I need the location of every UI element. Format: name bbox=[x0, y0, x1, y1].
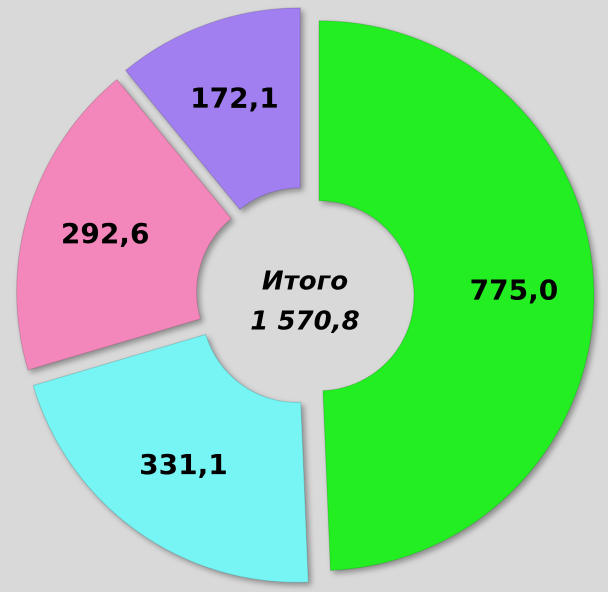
slice bbox=[124, 7, 301, 211]
value-label: 292,6 bbox=[61, 217, 150, 250]
slice bbox=[32, 333, 309, 583]
center-total: 1 570,8 bbox=[250, 307, 359, 337]
value-label: 331,1 bbox=[139, 448, 228, 481]
center-title: Итого bbox=[262, 267, 348, 297]
slices bbox=[16, 7, 595, 583]
slice bbox=[16, 78, 232, 371]
slice bbox=[318, 20, 595, 571]
value-label: 775,0 bbox=[470, 274, 559, 307]
value-label: 172,1 bbox=[190, 81, 279, 114]
